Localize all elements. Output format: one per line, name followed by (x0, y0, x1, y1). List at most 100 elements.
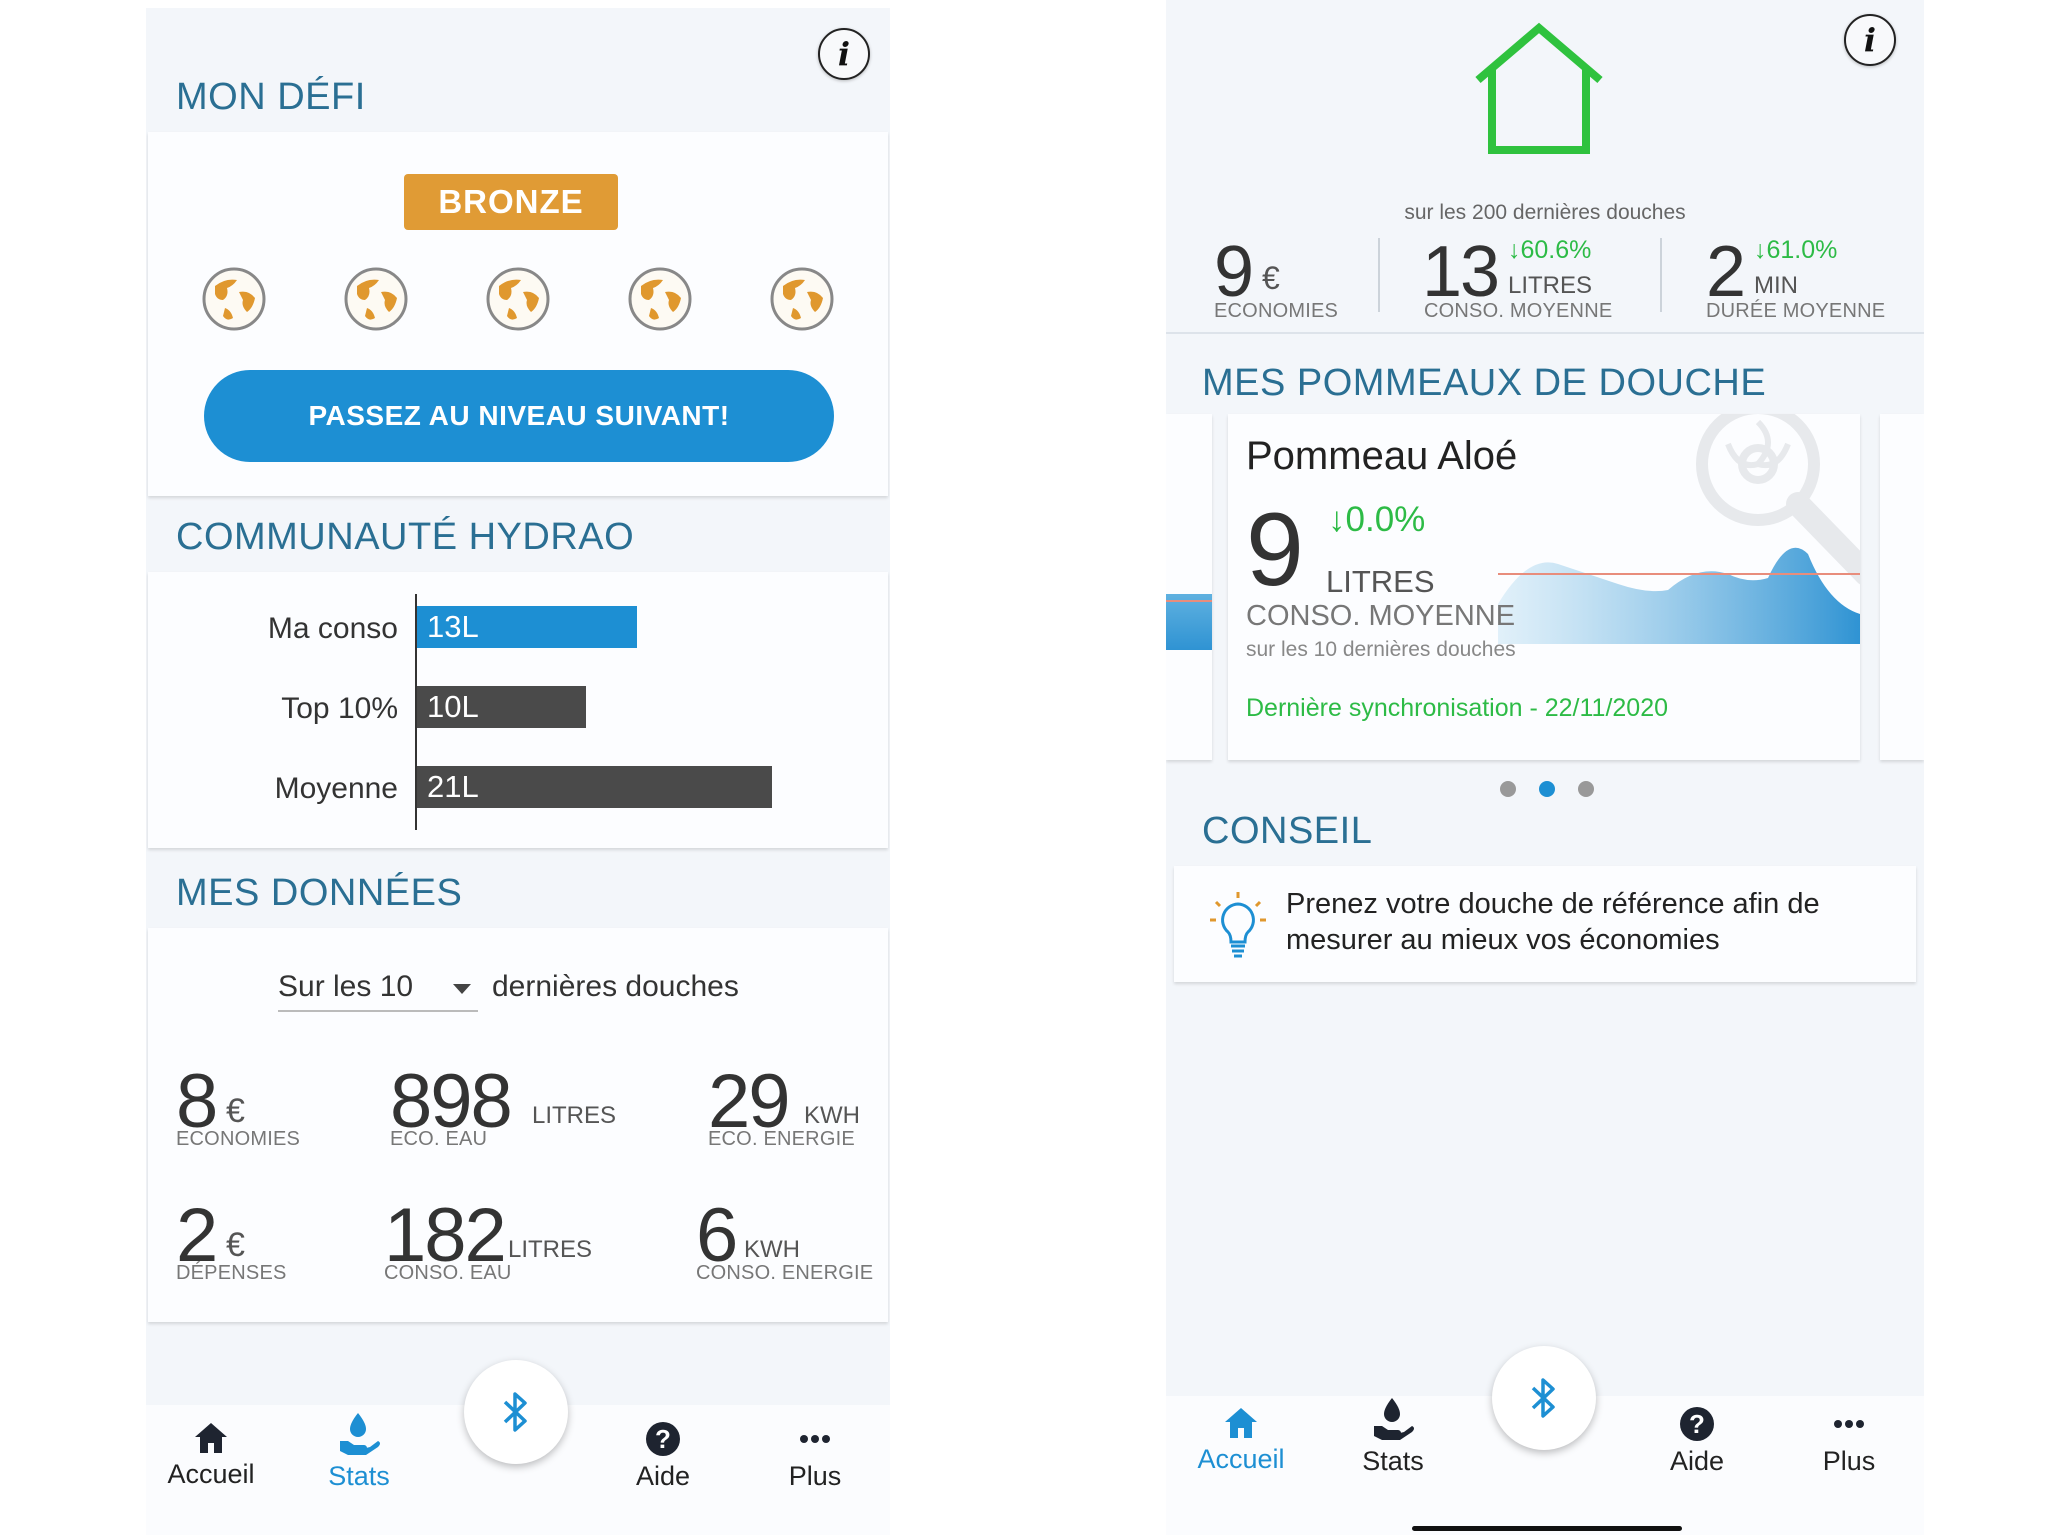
house-icon (1475, 22, 1603, 154)
dropdown-suffix: dernières douches (492, 970, 739, 1003)
summary-value-duree: 2 (1706, 232, 1746, 312)
stat-unit-economies: € (226, 1092, 245, 1130)
tip-card: Prenez votre douche de référence afin de… (1174, 866, 1916, 982)
stat-caption-eco-eau: ECO. EAU (390, 1128, 488, 1150)
defi-section-title: MON DÉFI (176, 76, 366, 118)
stats-icon (340, 1413, 380, 1455)
arrow-down-icon: ↓ (1328, 500, 1346, 539)
tab-plus[interactable]: Plus (760, 1421, 870, 1492)
stat-unit-conso-energie: KWH (744, 1236, 800, 1263)
summary-delta-duree: ↓61.0% (1754, 236, 1837, 265)
stat-unit-depenses: € (226, 1226, 245, 1264)
bar-axis-line (415, 594, 417, 830)
lightbulb-icon (1210, 892, 1266, 958)
stat-value-eco-eau: 898 (390, 1059, 513, 1144)
stat-caption-eco-energie: ECO. ENERGIE (708, 1128, 855, 1150)
bar-ma-conso: 13L (417, 606, 637, 648)
conseil-section-title: CONSEIL (1202, 810, 1373, 852)
summary-caption-conso: CONSO. MOYENNE (1424, 300, 1613, 322)
shower-head-caption: CONSO. MOYENNE (1246, 600, 1516, 632)
carousel-dot-active[interactable] (1539, 781, 1555, 797)
level-badge: BRONZE (404, 174, 618, 230)
shower-head-delta: ↓0.0% (1328, 500, 1425, 540)
svg-text:?: ? (655, 1424, 671, 1454)
carousel-next-card[interactable] (1880, 414, 1924, 760)
bottom-tab-bar: Accueil Stats ? Aide Plus (1166, 1396, 1924, 1535)
bar-label-top-10: Top 10% (281, 692, 398, 725)
tab-label: Accueil (167, 1459, 255, 1489)
data-card: Sur les 10 dernières douches 8 € ECONOMI… (148, 928, 888, 1322)
stat-unit-eco-eau: LITRES (532, 1102, 617, 1129)
bar-moyenne: 21L (417, 766, 772, 808)
globe-icon (486, 267, 550, 331)
summary-caption-duree: DURÉE MOYENNE (1706, 300, 1886, 322)
shower-head-name: Pommeau Aloé (1246, 434, 1518, 478)
summary-caption: sur les 200 dernières douches (1404, 201, 1686, 224)
tab-accueil[interactable]: Accueil (156, 1421, 266, 1490)
home-screen: i sur les 200 dernières douches 9 € ECON… (1166, 0, 1924, 1535)
bluetooth-button[interactable] (1492, 1346, 1596, 1450)
summary-caption-economies: ECONOMIES (1214, 300, 1339, 322)
more-icon (800, 1435, 830, 1443)
globe-icon (628, 267, 692, 331)
community-card: Ma conso Top 10% Moyenne 13L 10L 21L (148, 572, 888, 848)
consumption-sparkline (1498, 547, 1860, 644)
info-button[interactable]: i (1844, 14, 1896, 66)
tab-stats[interactable]: Stats (304, 1411, 414, 1492)
tab-aide[interactable]: ? Aide (608, 1421, 718, 1492)
summary-separator (1166, 332, 1924, 334)
globe-icon (770, 267, 834, 331)
data-section-title: MES DONNÉES (176, 872, 463, 914)
summary-unit-duree: MIN (1754, 272, 1798, 299)
tab-label: Aide (635, 1461, 691, 1491)
summary-unit-conso: LITRES (1508, 272, 1593, 299)
tab-accueil[interactable]: Accueil (1186, 1406, 1296, 1475)
bluetooth-icon (503, 1392, 527, 1432)
stat-value-eco-energie: 29 (708, 1059, 791, 1144)
help-icon: ? (1680, 1407, 1714, 1441)
carousel-prev-card[interactable] (1166, 414, 1212, 760)
bluetooth-button[interactable] (464, 1360, 568, 1464)
bar-label-moyenne: Moyenne (274, 772, 398, 805)
stat-value-depenses: 2 (176, 1193, 218, 1278)
stat-unit-conso-eau: LITRES (508, 1236, 593, 1263)
shower-head-icon (1696, 414, 1860, 585)
tab-label: Accueil (1197, 1444, 1285, 1474)
stat-unit-eco-energie: KWH (804, 1102, 860, 1129)
carousel-dot[interactable] (1500, 781, 1516, 797)
tab-plus[interactable]: Plus (1794, 1406, 1904, 1477)
tip-text-line2: mesurer au mieux vos économies (1286, 924, 1720, 956)
dropdown-value: Sur les 10 (278, 970, 414, 1003)
home-icon (1225, 1408, 1257, 1438)
stat-value-conso-energie: 6 (696, 1193, 738, 1278)
summary-delta-duree-value: 61.0% (1766, 236, 1838, 264)
shower-head-card[interactable]: Pommeau Aloé 9 ↓0.0% LITRES CONSO. MOYEN… (1228, 414, 1860, 760)
stats-icon (1374, 1398, 1414, 1440)
pommeaux-section-title: MES POMMEAUX DE DOUCHE (1202, 362, 1767, 404)
stats-screen: i MON DÉFI BRONZE PASSEZ AU NIVEAU SUIVA… (146, 8, 890, 1535)
tab-stats[interactable]: Stats (1338, 1396, 1448, 1477)
summary-delta-conso: ↓60.6% (1508, 236, 1591, 265)
next-level-button[interactable]: PASSEZ AU NIVEAU SUIVANT! (204, 370, 834, 462)
shower-head-subcaption: sur les 10 dernières douches (1246, 638, 1516, 661)
stat-caption-conso-energie: CONSO. ENERGIE (696, 1262, 874, 1284)
stat-caption-depenses: DÉPENSES (176, 1262, 287, 1284)
info-button[interactable]: i (818, 28, 870, 80)
prev-card-chart-fill (1166, 594, 1212, 650)
carousel-dot[interactable] (1578, 781, 1594, 797)
bar-label-ma-conso: Ma conso (267, 612, 398, 645)
globe-icon (202, 267, 266, 331)
stat-value-conso-eau: 182 (384, 1193, 507, 1278)
prev-card-reference-line (1166, 600, 1212, 602)
svg-text:?: ? (1689, 1409, 1705, 1439)
stat-caption-conso-eau: CONSO. EAU (384, 1262, 512, 1284)
tab-label: Stats (1362, 1446, 1424, 1476)
stat-value-economies: 8 (176, 1059, 218, 1144)
arrow-down-icon: ↓ (1508, 236, 1521, 264)
shower-head-unit: LITRES (1326, 564, 1435, 599)
shower-count-dropdown[interactable]: Sur les 10 (278, 964, 478, 1012)
tab-aide[interactable]: ? Aide (1642, 1406, 1752, 1477)
summary-divider (1660, 238, 1662, 312)
globe-icon (344, 267, 408, 331)
community-section-title: COMMUNAUTÉ HYDRAO (176, 516, 635, 558)
